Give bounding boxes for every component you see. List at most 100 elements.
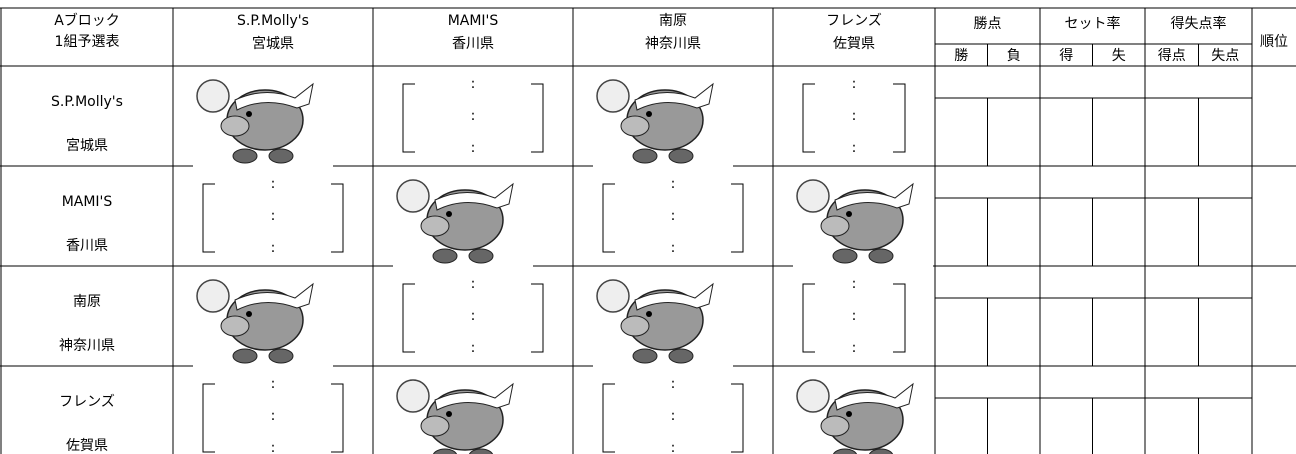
bracket-right	[331, 383, 344, 453]
mascot-ball	[796, 179, 830, 213]
bracket-left	[402, 283, 415, 353]
mascot-foot	[468, 448, 494, 454]
mascot-eye	[646, 311, 652, 317]
mascot-snout	[220, 315, 250, 337]
set-score: :	[471, 276, 476, 292]
mascot-ball	[596, 279, 630, 313]
set-score: :	[271, 408, 276, 424]
mascot	[793, 172, 933, 268]
stat-sub-header: 失	[1112, 48, 1126, 64]
mascot-eye	[446, 411, 452, 417]
stat-header: 得失点率	[1171, 15, 1227, 32]
rank-header: 順位	[1260, 34, 1288, 50]
mascot-snout	[820, 415, 850, 437]
set-score: :	[852, 140, 857, 156]
mascot-foot	[868, 248, 894, 264]
mascot-foot	[232, 148, 258, 164]
bracket-left	[602, 183, 615, 253]
mascot-eye	[846, 211, 852, 217]
mascot-band	[634, 282, 714, 311]
bracket-right	[731, 383, 744, 453]
mascot	[593, 72, 733, 168]
set-score: :	[671, 408, 676, 424]
row-team: フレンズ	[59, 394, 115, 410]
stat-header: セット率	[1065, 15, 1121, 32]
mascot-snout	[620, 315, 650, 337]
mascot-band	[234, 282, 314, 311]
mascot-ball	[196, 279, 230, 313]
mascot-foot	[632, 148, 658, 164]
pref-header: 神奈川県	[645, 36, 701, 52]
set-score: :	[671, 240, 676, 256]
team-header: MAMI'S	[448, 13, 499, 29]
mascot-foot	[668, 148, 694, 164]
row-team: 南原	[73, 294, 101, 310]
pref-header: 香川県	[452, 36, 494, 52]
set-score: :	[852, 308, 857, 324]
set-score: :	[671, 376, 676, 392]
mascot-band	[234, 82, 314, 111]
bracket-right	[893, 283, 906, 353]
team-header: 南原	[659, 13, 687, 29]
mascot-foot	[268, 148, 294, 164]
stat-sub-header: 得点	[1158, 47, 1186, 64]
set-score: :	[671, 176, 676, 192]
mascot-band	[834, 382, 914, 411]
mascot-eye	[246, 311, 252, 317]
mascot-foot	[832, 448, 858, 454]
set-score: :	[471, 140, 476, 156]
mascot	[193, 72, 333, 168]
stat-sub-header: 負	[1007, 48, 1021, 64]
row-pref: 佐賀県	[66, 438, 108, 454]
mascot-snout	[220, 115, 250, 137]
bracket-right	[731, 183, 744, 253]
mascot-eye	[646, 111, 652, 117]
set-score: :	[671, 440, 676, 454]
mascot	[793, 372, 933, 454]
mascot-eye	[446, 211, 452, 217]
set-score: :	[671, 208, 676, 224]
set-score: :	[271, 440, 276, 454]
mascot-foot	[868, 448, 894, 454]
bracket-left	[802, 83, 815, 153]
set-score: :	[271, 176, 276, 192]
mascot-ball	[596, 79, 630, 113]
set-score: :	[471, 308, 476, 324]
set-score: :	[271, 208, 276, 224]
mascot-foot	[668, 348, 694, 364]
block-label: Aブロック	[54, 12, 120, 29]
group-label: 1組予選表	[55, 34, 120, 50]
bracket-right	[531, 83, 544, 153]
set-score: :	[852, 108, 857, 124]
stat-header: 勝点	[974, 16, 1002, 32]
mascot-eye	[246, 111, 252, 117]
bracket-right	[893, 83, 906, 153]
bracket-left	[802, 283, 815, 353]
mascot	[593, 272, 733, 368]
set-score: :	[852, 276, 857, 292]
bracket-right	[531, 283, 544, 353]
row-pref: 神奈川県	[59, 338, 115, 354]
set-score: :	[271, 240, 276, 256]
stat-sub-header: 勝	[954, 48, 968, 64]
set-score: :	[471, 76, 476, 92]
pref-header: 佐賀県	[833, 36, 875, 52]
mascot-foot	[432, 448, 458, 454]
mascot	[393, 172, 533, 268]
stat-sub-header: 得	[1059, 47, 1073, 64]
mascot-band	[634, 82, 714, 111]
mascot-foot	[432, 248, 458, 264]
mascot-snout	[620, 115, 650, 137]
pref-header: 宮城県	[252, 36, 294, 52]
set-score: :	[471, 340, 476, 356]
mascot-band	[434, 382, 514, 411]
bracket-left	[202, 183, 215, 253]
mascot-foot	[232, 348, 258, 364]
mascot-snout	[420, 415, 450, 437]
row-team: S.P.Molly's	[51, 94, 123, 110]
row-pref: 宮城県	[66, 138, 108, 154]
mascot-ball	[396, 179, 430, 213]
mascot	[193, 272, 333, 368]
mascot-foot	[832, 248, 858, 264]
mascot-foot	[632, 348, 658, 364]
